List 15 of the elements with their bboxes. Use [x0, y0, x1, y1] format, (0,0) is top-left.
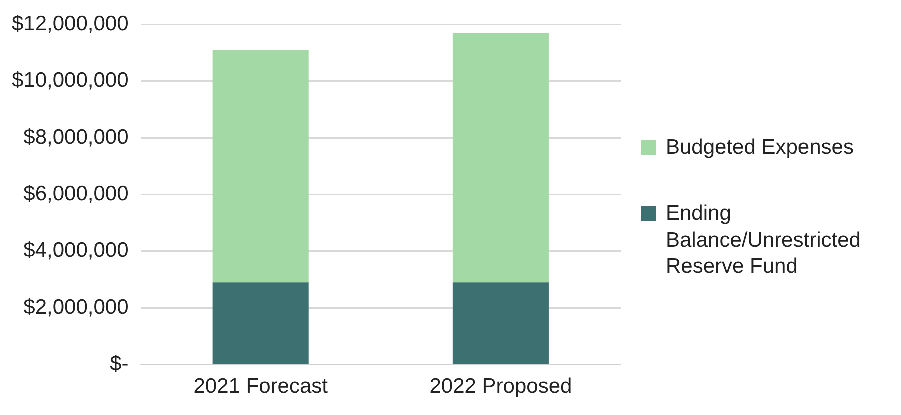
- bar: [212, 282, 309, 364]
- y-tick-label: $10,000,000: [12, 69, 129, 92]
- y-tick-label: $8,000,000: [24, 126, 129, 149]
- y-tick-label: $2,000,000: [24, 296, 129, 319]
- bar: [452, 33, 549, 283]
- bar: [212, 50, 309, 283]
- y-tick-label: $12,000,000: [12, 12, 129, 36]
- y-tick-label: $-: [110, 352, 129, 376]
- x-tick-label: 2022 Proposed: [430, 375, 572, 398]
- legend-label: Budgeted Expenses: [666, 135, 854, 161]
- y-tick-label: $6,000,000: [24, 182, 129, 206]
- legend-label: Ending Balance/Unrestricted Reserve Fund: [666, 201, 862, 280]
- x-tick-label: 2021 Forecast: [194, 375, 328, 398]
- y-tick-label: $4,000,000: [24, 239, 129, 262]
- bar: [452, 282, 549, 364]
